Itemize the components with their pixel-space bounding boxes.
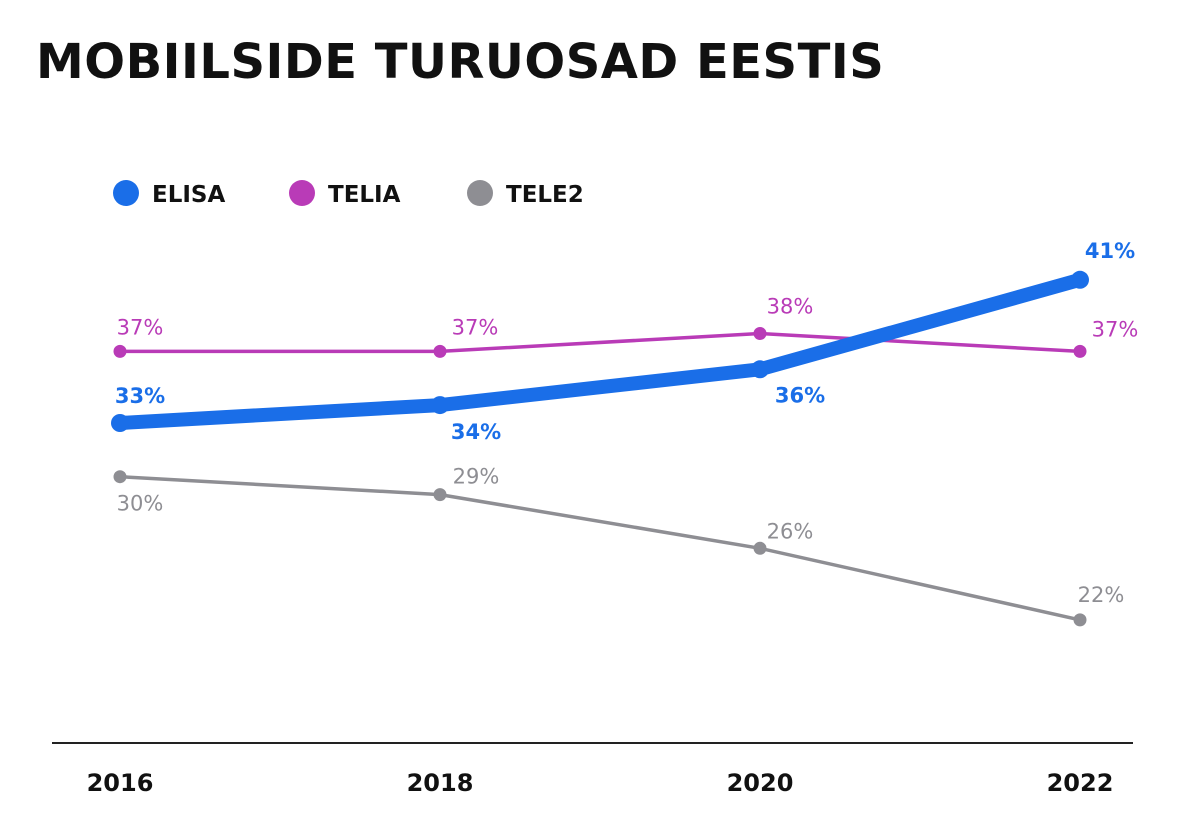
data-point-telia-2018 [433,344,447,358]
data-label-tele2-2020: 26% [767,519,814,543]
legend-item-elisa: ELISA [113,180,225,208]
series-tele2 [113,470,1087,627]
series-line-elisa [113,272,1087,430]
data-label-telia-2016: 37% [117,315,164,339]
legend-item-telia: TELIA [289,180,401,208]
data-label-tele2-2022: 22% [1078,583,1125,607]
data-point-tele2-2022 [1073,613,1087,627]
data-point-telia-2022 [1073,344,1087,358]
data-point-elisa-2018 [431,396,449,415]
data-label-elisa-2020: 36% [775,383,825,407]
data-point-elisa-2016 [111,414,129,432]
x-tick-label-2018: 2018 [407,769,474,797]
data-point-elisa-2022 [1071,270,1089,289]
legend-label-elisa: ELISA [152,182,225,208]
legend-swatch-elisa [113,180,139,206]
data-label-elisa-2016: 33% [115,384,165,408]
data-label-tele2-2018: 29% [453,465,500,489]
series-elisa [111,270,1089,432]
legend-swatch-tele2 [467,180,493,206]
data-label-elisa-2022: 41% [1085,239,1135,263]
series-line-telia [118,331,1082,354]
legend-label-telia: TELIA [328,182,401,208]
data-point-telia-2020 [753,327,767,340]
data-label-tele2-2016: 30% [117,492,164,516]
x-axis-ticks: 2016 2018 2020 2022 [87,769,1114,797]
data-label-telia-2022: 37% [1092,317,1139,341]
legend-label-tele2: TELE2 [506,182,584,208]
data-point-telia-2016 [113,344,127,358]
data-label-elisa-2018: 34% [451,420,501,444]
x-tick-label-2022: 2022 [1047,769,1114,797]
data-point-tele2-2020 [753,541,767,555]
x-tick-label-2020: 2020 [727,769,794,797]
x-tick-label-2016: 2016 [87,769,154,797]
data-point-elisa-2020 [751,360,769,379]
series-layer [111,270,1089,627]
series-line-tele2 [118,474,1082,622]
legend-swatch-telia [289,180,315,206]
data-label-layer: 33% 34% 36% 41% 37% 37% 38% 37% 30% 29% 26% 22% [115,239,1138,607]
data-point-tele2-2018 [433,488,447,502]
chart-legend: ELISA TELIA TELE2 [113,180,584,208]
legend-item-tele2: TELE2 [467,180,584,208]
data-label-telia-2020: 38% [767,295,814,319]
series-telia [113,327,1087,358]
chart-title: MOBIILSIDE TURUOSAD EESTIS [36,34,885,90]
data-point-tele2-2016 [113,470,127,484]
data-label-telia-2018: 37% [452,315,499,339]
